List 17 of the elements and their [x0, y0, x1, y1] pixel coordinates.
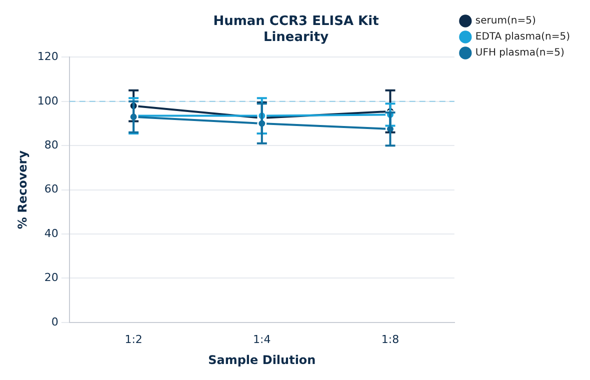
y-tick-label: 120 [37, 50, 58, 64]
y-tick-label: 100 [37, 94, 58, 108]
legend-label: UFH plasma(n=5) [475, 48, 564, 59]
chart-title: Human CCR3 ELISA Kit [213, 14, 379, 30]
x-tick-label: 1:8 [381, 332, 400, 346]
y-axis-title: % Recovery [15, 150, 30, 230]
legend-label: serum(n=5) [475, 16, 536, 27]
x-tick-label: 1:2 [124, 332, 142, 346]
x-axis-title: Sample Dilution [208, 352, 316, 367]
y-tick-label: 0 [51, 315, 58, 328]
y-tick-label: 80 [44, 138, 58, 152]
y-tick-label: 40 [44, 226, 58, 240]
x-tick-label: 1:4 [253, 332, 271, 346]
legend-label: EDTA plasma(n=5) [475, 32, 570, 43]
y-tick-label: 20 [44, 271, 58, 284]
chart-subtitle: Linearity [263, 30, 330, 45]
y-tick-label: 60 [44, 182, 58, 196]
